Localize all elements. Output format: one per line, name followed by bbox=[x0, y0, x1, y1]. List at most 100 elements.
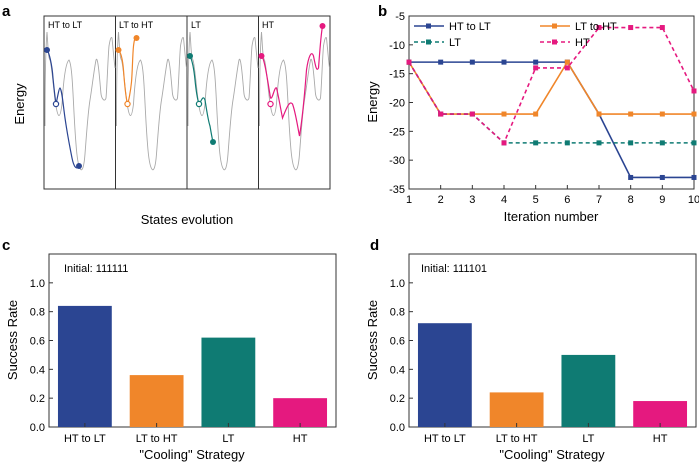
start-state-marker bbox=[187, 53, 193, 59]
panel-a-letter: a bbox=[2, 3, 11, 20]
series-line-lt bbox=[408, 61, 694, 144]
panel-c-letter: c bbox=[2, 237, 10, 254]
y-tick-label: -5 bbox=[395, 11, 405, 23]
panel-b-letter: b bbox=[378, 3, 387, 20]
data-point-ht bbox=[628, 25, 634, 31]
data-point-lt bbox=[596, 140, 602, 146]
data-point-ht bbox=[533, 65, 539, 71]
subpanel-label-ht: HT bbox=[262, 20, 274, 30]
data-point-ht-to-lt bbox=[691, 174, 697, 180]
series-line-ht bbox=[408, 26, 695, 145]
state-trajectory bbox=[189, 55, 214, 143]
panel-d: d Initial: 111101 Success Rate "Cooling"… bbox=[365, 237, 697, 462]
subpanel-label-lt-to-ht: LT to HT bbox=[119, 20, 154, 30]
subpanel-label-lt: LT bbox=[191, 20, 201, 30]
end-state-marker bbox=[76, 163, 82, 169]
data-point-lt-to-ht bbox=[691, 111, 697, 117]
y-tick-label: 0.2 bbox=[30, 393, 45, 405]
bar-lt bbox=[561, 354, 616, 427]
panel-b: b Energy Iteration number 1 2 3 4 5 6 7 8 9 10 -5 -… bbox=[365, 3, 699, 224]
legend-marker bbox=[552, 39, 557, 45]
x-tick-label: 1 bbox=[406, 194, 412, 206]
data-point-lt-to-ht bbox=[596, 111, 602, 117]
state-trajectory bbox=[261, 25, 324, 137]
y-tick-label: 0.8 bbox=[390, 307, 405, 319]
data-point-ht bbox=[438, 111, 444, 117]
x-tick-label: LT bbox=[222, 433, 234, 445]
x-tick-label: 8 bbox=[628, 194, 634, 206]
start-state-marker bbox=[115, 47, 122, 53]
bar-ht bbox=[633, 401, 688, 427]
y-tick-label: -35 bbox=[389, 184, 405, 196]
energy-landscape-3 bbox=[187, 31, 259, 171]
y-tick-label: 1.0 bbox=[30, 278, 45, 290]
state-trajectory bbox=[46, 49, 80, 169]
y-tick-label: 0.6 bbox=[30, 336, 45, 348]
intermediate-state-marker bbox=[195, 100, 203, 108]
energy-landscapes bbox=[44, 23, 330, 171]
x-tick-label: 5 bbox=[533, 194, 539, 206]
x-tick-label: 3 bbox=[469, 194, 475, 206]
energy-landscape-1 bbox=[44, 31, 116, 171]
x-tick-label: LT bbox=[582, 433, 594, 445]
y-tick-label: -30 bbox=[389, 155, 405, 167]
data-point-ht bbox=[659, 25, 665, 31]
intermediate-state-marker bbox=[124, 100, 131, 108]
data-point-lt-to-ht bbox=[659, 111, 665, 117]
data-point-lt bbox=[564, 140, 570, 146]
bar-ht-to-lt bbox=[417, 323, 472, 427]
panel-c: c Initial: 111111 Success Rate "Cooling"… bbox=[2, 237, 337, 462]
data-point-ht bbox=[564, 65, 570, 71]
panel-d-xlabel: "Cooling" Strategy bbox=[499, 447, 605, 462]
end-state-marker bbox=[210, 139, 216, 145]
series-line-ht-to-lt bbox=[409, 61, 694, 179]
energy-landscape-2 bbox=[115, 31, 187, 171]
x-tick-label: LT to HT bbox=[496, 433, 538, 445]
x-tick-label: HT bbox=[653, 433, 668, 445]
x-tick-label: HT to LT bbox=[64, 433, 106, 445]
panel-a: a Energy States evolution HT to LT LT to… bbox=[2, 3, 331, 227]
x-tick-label: 6 bbox=[564, 194, 570, 206]
data-point-lt bbox=[628, 140, 634, 146]
y-tick-label: -25 bbox=[389, 126, 405, 138]
x-tick-label: HT bbox=[293, 433, 308, 445]
y-tick-label: 1.0 bbox=[390, 278, 405, 290]
legend-label: HT bbox=[575, 37, 590, 49]
data-point-lt-to-ht bbox=[501, 111, 507, 117]
series-line-lt-to-ht bbox=[408, 60, 694, 115]
landscape-curve bbox=[259, 31, 330, 171]
state-trajectory bbox=[118, 36, 138, 106]
panel-c-xlabel: "Cooling" Strategy bbox=[139, 447, 245, 462]
legend-marker bbox=[426, 39, 431, 45]
x-tick-label: 4 bbox=[501, 194, 507, 206]
start-state-marker bbox=[258, 53, 265, 59]
y-tick-label: 0.8 bbox=[30, 307, 45, 319]
bar-lt-to-ht bbox=[129, 375, 184, 427]
y-tick-label: -10 bbox=[389, 40, 405, 52]
data-point-ht-to-lt bbox=[438, 59, 444, 65]
end-state-marker bbox=[133, 35, 140, 41]
legend-label: LT to HT bbox=[575, 21, 617, 33]
start-state-marker bbox=[44, 47, 50, 53]
panel-c-annotation: Initial: 111111 bbox=[64, 263, 128, 275]
panel-d-ylabel: Success Rate bbox=[365, 300, 380, 380]
y-tick-label: 0.2 bbox=[390, 393, 405, 405]
subpanel-label-ht-to-lt: HT to LT bbox=[48, 20, 83, 30]
panel-d-annotation: Initial: 111101 bbox=[421, 263, 487, 275]
data-point-lt-to-ht bbox=[533, 111, 539, 117]
data-point-ht-to-lt bbox=[501, 59, 507, 65]
y-tick-label: 0.0 bbox=[390, 422, 405, 434]
data-point-ht bbox=[596, 25, 602, 31]
panel-b-xlabel: Iteration number bbox=[504, 209, 599, 224]
x-tick-label: LT to HT bbox=[136, 433, 178, 445]
panel-c-ylabel: Success Rate bbox=[5, 300, 20, 380]
x-tick-label: 10 bbox=[688, 194, 699, 206]
x-tick-label: 9 bbox=[659, 194, 665, 206]
data-point-lt bbox=[659, 140, 665, 146]
panel-b-legend: HT to LT LT to HT LT HT bbox=[414, 21, 617, 49]
data-point-ht-to-lt bbox=[628, 174, 634, 180]
intermediate-state-marker bbox=[52, 100, 60, 108]
bar-lt bbox=[201, 337, 256, 427]
intermediate-state-marker bbox=[267, 100, 274, 108]
